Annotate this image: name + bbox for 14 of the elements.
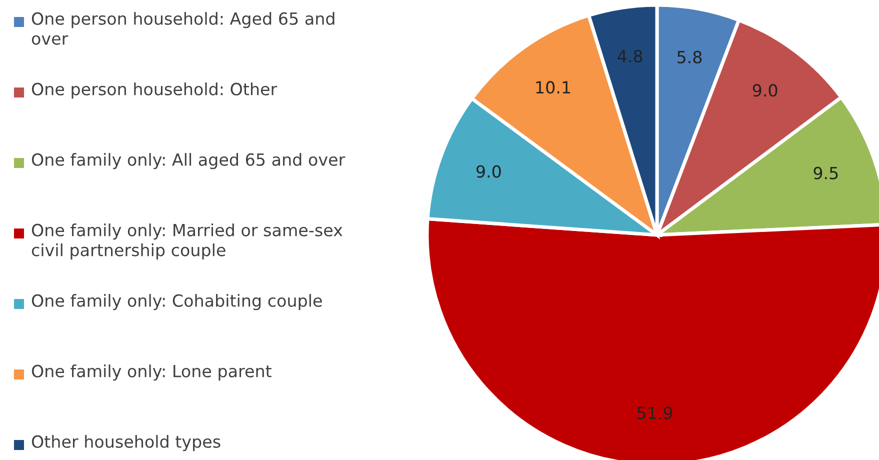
legend-label: Other household types	[32, 435, 220, 452]
legend-label: One person household: Other	[32, 82, 278, 99]
data-label: 10.1	[536, 81, 570, 94]
legend-label: One family only: All aged 65 and over	[32, 153, 346, 170]
legend-label: One person household: Aged 65 and over	[32, 12, 334, 45]
data-label: 5.8	[678, 50, 702, 64]
legend-label: One family only: Married or same-sex civil partnership couple	[32, 224, 342, 260]
data-label: 9.5	[814, 166, 838, 180]
legend-label: One family only: Cohabiting couple	[32, 294, 322, 310]
data-label: 9.0	[476, 165, 501, 178]
data-label: 51.9	[637, 406, 672, 420]
data-label: 4.8	[618, 50, 642, 62]
data-label: 9.0	[752, 84, 778, 97]
legend-label: One family only: Lone parent	[32, 364, 272, 381]
